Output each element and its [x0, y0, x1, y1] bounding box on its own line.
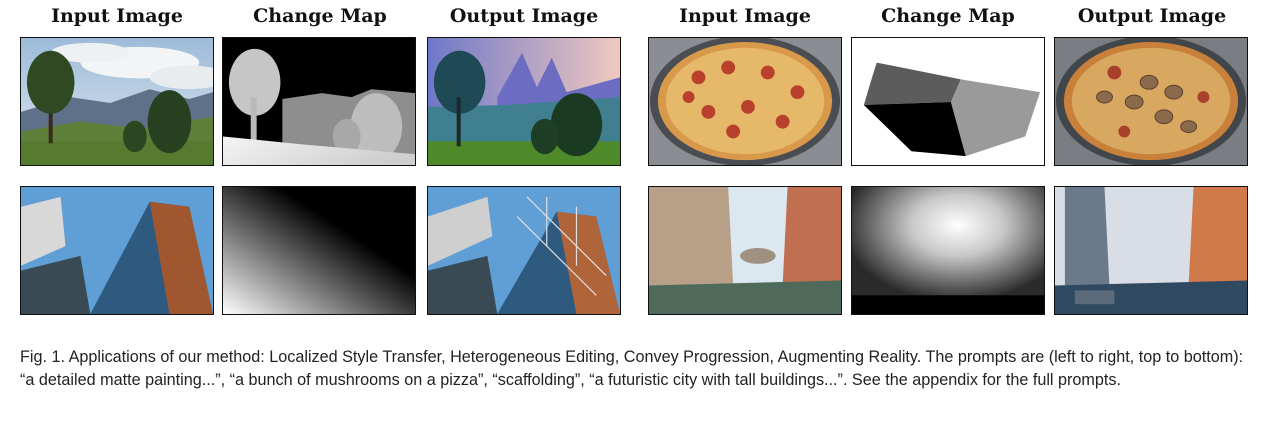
skyscraper-input-image	[20, 186, 214, 315]
canal-output-image	[1054, 186, 1248, 315]
landscape-output-image	[427, 37, 621, 166]
figure-caption: Fig. 1. Applications of our method: Loca…	[20, 348, 1244, 389]
pizza-input-image	[648, 37, 842, 166]
header-right-output: Output Image	[1077, 5, 1227, 27]
header-left-output: Output Image	[449, 5, 599, 27]
skyscraper-change-map	[222, 186, 416, 315]
pizza-output-image	[1054, 37, 1248, 166]
landscape-input-image	[20, 37, 214, 166]
header-left-input: Input Image	[51, 5, 183, 27]
header-right-change-map: Change Map	[881, 5, 1015, 27]
skyscraper-output-image	[427, 186, 621, 315]
landscape-change-map	[222, 37, 416, 166]
canal-input-image	[648, 186, 842, 315]
header-left-change-map: Change Map	[253, 5, 387, 27]
header-right-input: Input Image	[679, 5, 811, 27]
pizza-change-map	[851, 37, 1045, 166]
canal-change-map	[851, 186, 1045, 315]
